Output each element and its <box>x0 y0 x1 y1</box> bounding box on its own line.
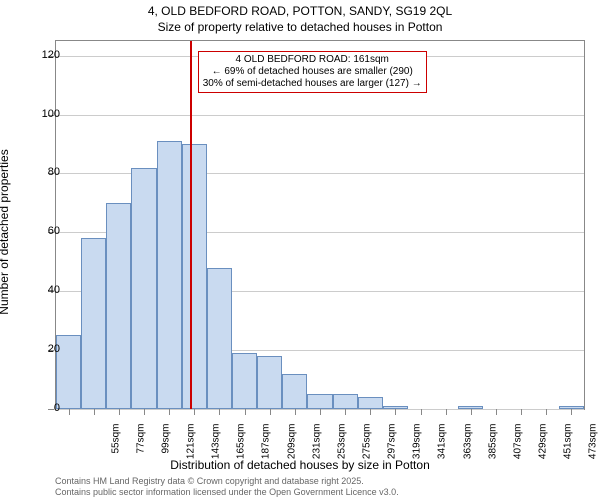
gridline <box>56 115 584 116</box>
annotation-box: 4 OLD BEDFORD ROAD: 161sqm← 69% of detac… <box>198 51 427 93</box>
y-tick-label: 0 <box>20 402 60 414</box>
x-axis-title: Distribution of detached houses by size … <box>0 458 600 472</box>
y-tick-label: 40 <box>20 284 60 296</box>
y-tick-label: 80 <box>20 166 60 178</box>
histogram-bar <box>157 141 182 409</box>
histogram-bar <box>106 203 131 409</box>
y-tick-label: 60 <box>20 225 60 237</box>
y-tick-label: 20 <box>20 343 60 355</box>
footer-licence: Contains public sector information licen… <box>55 487 399 497</box>
annotation-line: 4 OLD BEDFORD ROAD: 161sqm <box>203 54 422 66</box>
histogram-bar <box>232 353 257 409</box>
y-axis-title: Number of detached properties <box>0 149 11 314</box>
chart-title-main: 4, OLD BEDFORD ROAD, POTTON, SANDY, SG19… <box>0 4 600 18</box>
chart-title-sub: Size of property relative to detached ho… <box>0 20 600 34</box>
histogram-bar <box>131 168 156 409</box>
marker-line <box>190 41 192 409</box>
plot-area: 4 OLD BEDFORD ROAD: 161sqm← 69% of detac… <box>55 40 585 410</box>
y-tick-label: 120 <box>20 49 60 61</box>
histogram-bar <box>282 374 307 409</box>
histogram-bar <box>358 397 383 409</box>
histogram-bar <box>182 144 207 409</box>
y-tick-label: 100 <box>20 108 60 120</box>
annotation-line: ← 69% of detached houses are smaller (29… <box>203 66 422 78</box>
histogram-bar <box>333 394 358 409</box>
chart-container: 4, OLD BEDFORD ROAD, POTTON, SANDY, SG19… <box>0 0 600 500</box>
footer-copyright: Contains HM Land Registry data © Crown c… <box>55 476 364 486</box>
histogram-bar <box>257 356 282 409</box>
histogram-bar <box>207 268 232 409</box>
histogram-bar <box>81 238 106 409</box>
annotation-line: 30% of semi-detached houses are larger (… <box>203 78 422 90</box>
histogram-bar <box>307 394 332 409</box>
